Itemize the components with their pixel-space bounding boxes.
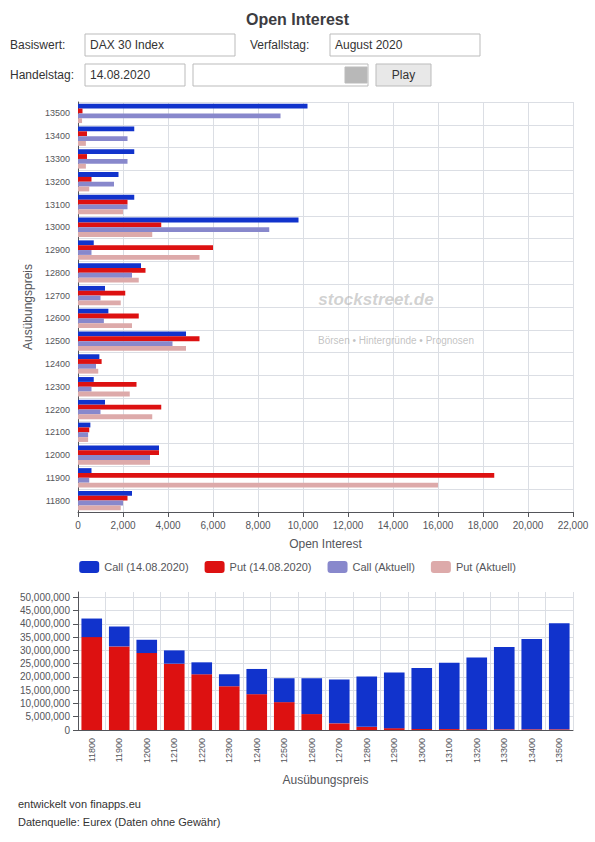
- svg-text:11800: 11800: [46, 496, 70, 506]
- svg-text:13300: 13300: [499, 738, 509, 763]
- svg-text:Datenquelle: Eurex (Daten ohne: Datenquelle: Eurex (Daten ohne Gewähr): [18, 816, 220, 828]
- svg-text:12800: 12800: [362, 738, 372, 763]
- svg-text:13100: 13100: [444, 738, 454, 763]
- svg-text:Call (14.08.2020): Call (14.08.2020): [104, 561, 188, 573]
- svg-text:12800: 12800: [45, 268, 70, 278]
- svg-text:12900: 12900: [45, 245, 70, 255]
- svg-text:15,000,000: 15,000,000: [20, 685, 70, 696]
- svg-text:13000: 13000: [417, 738, 427, 763]
- svg-text:12600: 12600: [307, 738, 317, 763]
- svg-text:Handelstag:: Handelstag:: [10, 68, 74, 82]
- svg-text:12900: 12900: [389, 738, 399, 763]
- svg-text:0: 0: [75, 520, 81, 531]
- svg-text:14.08.2020: 14.08.2020: [90, 68, 150, 82]
- svg-text:2,000: 2,000: [110, 520, 135, 531]
- svg-text:12100: 12100: [169, 738, 179, 763]
- svg-text:13300: 13300: [45, 154, 70, 164]
- svg-text:20,000: 20,000: [513, 520, 544, 531]
- svg-text:12200: 12200: [197, 738, 207, 763]
- svg-text:12400: 12400: [252, 738, 262, 763]
- svg-text:5,000,000: 5,000,000: [26, 711, 71, 722]
- svg-text:12700: 12700: [45, 291, 70, 301]
- svg-text:40,000,000: 40,000,000: [20, 618, 70, 629]
- svg-text:35,000,000: 35,000,000: [20, 632, 70, 643]
- svg-text:10,000: 10,000: [288, 520, 319, 531]
- svg-text:4,000: 4,000: [155, 520, 180, 531]
- svg-text:11900: 11900: [114, 738, 124, 762]
- svg-text:12500: 12500: [279, 738, 289, 763]
- svg-text:11900: 11900: [46, 473, 70, 483]
- svg-text:20,000,000: 20,000,000: [20, 671, 70, 682]
- svg-text:45,000,000: 45,000,000: [20, 605, 70, 616]
- svg-text:13500: 13500: [554, 738, 564, 763]
- svg-text:Ausübungspreis: Ausübungspreis: [282, 773, 368, 787]
- svg-text:Put (Aktuell): Put (Aktuell): [456, 561, 516, 573]
- svg-text:12300: 12300: [45, 382, 70, 392]
- svg-text:12,000: 12,000: [333, 520, 364, 531]
- svg-text:Open Interest: Open Interest: [246, 11, 350, 28]
- svg-text:12100: 12100: [45, 427, 70, 437]
- svg-text:12500: 12500: [45, 336, 70, 346]
- svg-text:stockstreet.de: stockstreet.de: [318, 290, 433, 309]
- svg-text:August 2020: August 2020: [335, 38, 403, 52]
- svg-text:25,000,000: 25,000,000: [20, 658, 70, 669]
- svg-text:13200: 13200: [472, 738, 482, 763]
- svg-text:Call (Aktuell): Call (Aktuell): [353, 561, 415, 573]
- svg-text:6,000: 6,000: [200, 520, 225, 531]
- svg-text:16,000: 16,000: [423, 520, 454, 531]
- svg-text:12300: 12300: [224, 738, 234, 763]
- svg-text:13100: 13100: [45, 200, 70, 210]
- svg-text:Ausübungspreis: Ausübungspreis: [21, 264, 35, 350]
- svg-text:Put (14.08.2020): Put (14.08.2020): [230, 561, 312, 573]
- svg-text:14,000: 14,000: [378, 520, 409, 531]
- svg-text:18,000: 18,000: [468, 520, 499, 531]
- svg-text:Verfallstag:: Verfallstag:: [250, 38, 309, 52]
- svg-text:12700: 12700: [334, 738, 344, 763]
- svg-text:13200: 13200: [45, 177, 70, 187]
- svg-text:entwickelt von finapps.eu: entwickelt von finapps.eu: [18, 798, 141, 810]
- svg-text:DAX 30 Index: DAX 30 Index: [90, 38, 164, 52]
- svg-text:12600: 12600: [45, 313, 70, 323]
- svg-text:30,000,000: 30,000,000: [20, 645, 70, 656]
- svg-text:Börsen • Hintergründe • Progno: Börsen • Hintergründe • Prognosen: [318, 335, 474, 346]
- svg-text:Open Interest: Open Interest: [289, 537, 362, 551]
- svg-text:13000: 13000: [45, 222, 70, 232]
- svg-text:Basiswert:: Basiswert:: [10, 38, 65, 52]
- svg-text:22,000: 22,000: [558, 520, 589, 531]
- svg-text:12400: 12400: [45, 359, 70, 369]
- svg-text:50,000,000: 50,000,000: [20, 592, 70, 603]
- svg-text:12000: 12000: [142, 738, 152, 763]
- svg-text:13400: 13400: [45, 131, 70, 141]
- svg-text:8,000: 8,000: [245, 520, 270, 531]
- svg-text:13400: 13400: [527, 738, 537, 763]
- svg-text:12200: 12200: [45, 405, 70, 415]
- svg-text:13500: 13500: [45, 108, 70, 118]
- svg-text:12000: 12000: [45, 450, 70, 460]
- svg-text:10,000,000: 10,000,000: [20, 698, 70, 709]
- svg-text:0: 0: [64, 725, 70, 736]
- svg-text:11800: 11800: [87, 738, 97, 762]
- svg-text:Play: Play: [392, 68, 415, 82]
